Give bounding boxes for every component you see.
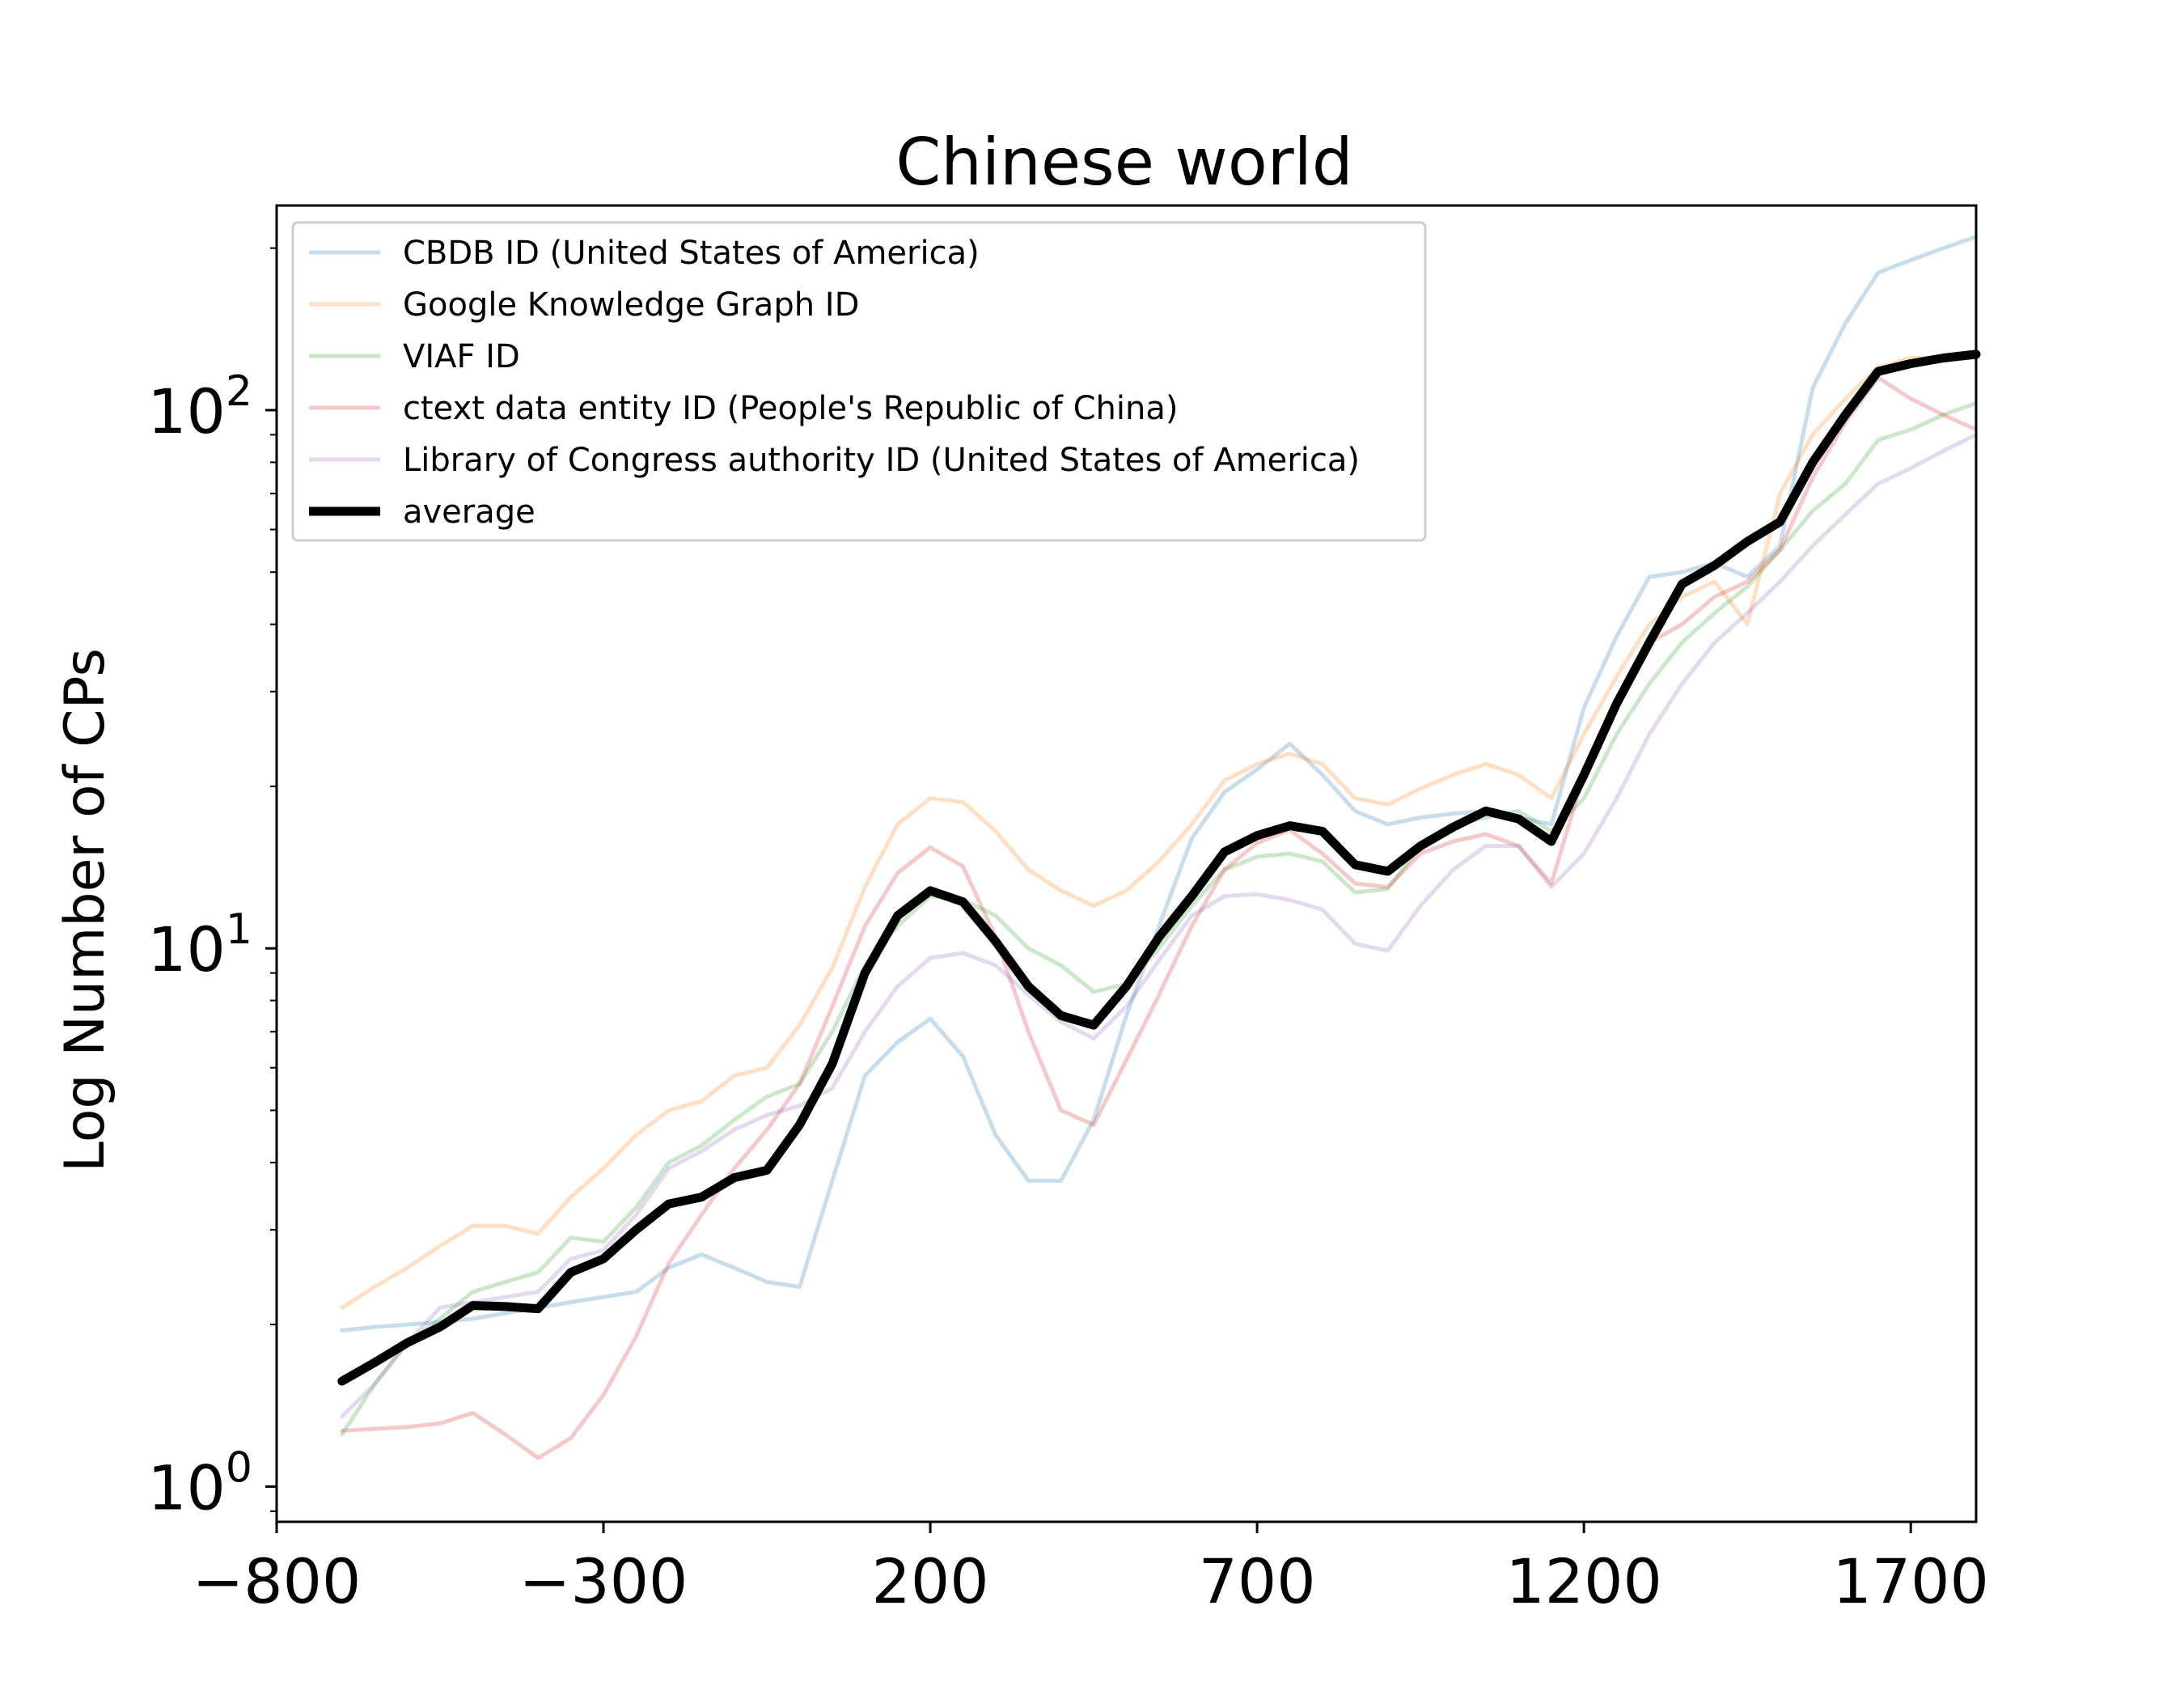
plot-frame	[275, 204, 1978, 1523]
series-line-3	[340, 375, 1979, 1460]
series-line-4	[340, 432, 1979, 1419]
y-tick-label: 101	[147, 905, 252, 985]
x-tick-label: 1200	[1505, 1545, 1661, 1617]
y-tick-label: 100	[147, 1443, 252, 1523]
x-tick-label: 700	[1199, 1545, 1316, 1617]
legend-label-4: Library of Congress authority ID (United…	[403, 442, 1360, 479]
x-tick-label: 1700	[1832, 1545, 1988, 1617]
series-line-5	[337, 350, 1981, 1386]
legend-label-2: VIAF ID	[403, 338, 520, 375]
legend-label-1: Google Knowledge Graph ID	[403, 286, 859, 324]
y-axis: 100 101 102	[147, 247, 277, 1523]
legend-box	[291, 221, 1427, 542]
legend: CBDB ID (United States of America) Google…	[291, 221, 1427, 542]
x-tick-label: −300	[519, 1545, 688, 1617]
y-axis-label: Log Number of CPs	[53, 648, 117, 1172]
x-axis: −800 −300 200 700 1200 1700	[193, 1522, 1989, 1617]
series-line-1	[340, 356, 1979, 1310]
series-line-0	[340, 235, 1979, 1333]
x-tick-label: −800	[193, 1545, 362, 1617]
series-layer	[337, 235, 1981, 1460]
y-tick-label: 102	[147, 367, 252, 447]
legend-label-0: CBDB ID (United States of America)	[403, 235, 980, 272]
legend-label-5: average	[403, 494, 535, 531]
x-tick-label: 200	[872, 1545, 989, 1617]
series-line-2	[340, 400, 1979, 1437]
legend-label-3: ctext data entity ID (People's Republic …	[403, 390, 1178, 427]
chart-title: Chinese world	[895, 125, 1352, 200]
